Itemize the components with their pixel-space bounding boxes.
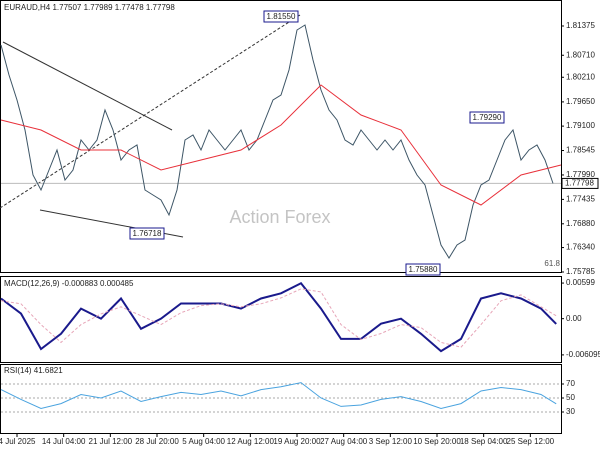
annotation-box [469,111,505,124]
y-tick-label: 0.00599 [566,278,595,287]
y-tick-label: 1.81375 [566,21,595,30]
price-panel [0,0,562,273]
macd-panel [0,276,562,363]
annotation: 1.75880 [409,265,438,274]
rsi-title: RSI(14) 41.6821 [4,366,63,375]
x-tick-label: 27 Aug 04:00 [320,437,368,446]
annotation: 1.79290 [473,113,502,122]
annotation-box [405,263,441,276]
x-tick-label: 5 Aug 04:00 [182,437,225,446]
y-tick-label: 1.80710 [566,50,595,59]
macd-title: MACD(12,26,9) -0.000883 0.000485 [4,279,134,288]
y-tick-label: 1.80210 [566,72,595,81]
watermark: Action Forex [229,207,330,227]
rsi-panel [0,364,562,434]
trendline [2,41,173,131]
series-line [0,281,557,353]
last-price-label: 1.77798 [565,179,594,188]
y-tick-label: 30 [566,407,575,416]
y-tick-label: 1.78545 [566,146,595,155]
x-tick-label: 19 Aug 20:00 [273,437,321,446]
y-tick-label: 1.79100 [566,121,595,130]
y-tick-label: -0.006095 [566,350,600,359]
trendline [0,14,301,209]
y-tick-label: 50 [566,393,575,402]
y-tick-label: 1.77990 [566,170,595,179]
annotation: 1.81550 [267,12,296,21]
x-tick-label: 3 Sep 12:00 [369,437,413,446]
series-line [0,84,562,206]
x-tick-label: 14 Jul 04:00 [42,437,86,446]
y-tick-label: 1.76880 [566,219,595,228]
series-line [0,288,557,348]
series-line [0,382,557,410]
annotation-box [263,10,299,23]
x-tick-label: 21 Jul 12:00 [89,437,133,446]
y-tick-label: 1.79650 [566,97,595,106]
annotation-box [129,227,165,240]
x-tick-label: 4 Jul 2025 [0,437,36,446]
x-tick-label: 10 Sep 20:00 [413,437,461,446]
x-tick-label: 28 Jul 20:00 [135,437,179,446]
annotation: 61.8 [544,259,560,268]
chart-title: EURAUD,H4 1.77507 1.77989 1.77478 1.7779… [4,3,175,12]
y-tick-label: 1.77435 [566,194,595,203]
y-tick-label: 0.00 [566,314,582,323]
y-tick-label: 1.76340 [566,243,595,252]
y-tick-label: 70 [566,379,575,388]
y-tick-label: 1.75785 [566,267,595,276]
last-price-box [561,177,599,189]
x-tick-label: 18 Sep 04:00 [460,437,508,446]
x-tick-label: 25 Sep 12:00 [507,437,555,446]
x-tick-label: 12 Aug 12:00 [227,437,275,446]
series-line [0,24,554,259]
annotation: 1.76718 [133,229,162,238]
